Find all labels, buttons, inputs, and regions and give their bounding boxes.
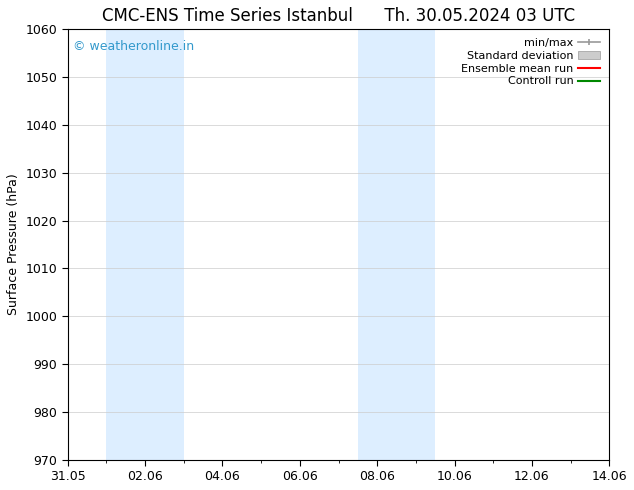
- Bar: [358, 29, 435, 460]
- Bar: [107, 29, 184, 460]
- Legend: min/max, Standard deviation, Ensemble mean run, Controll run: min/max, Standard deviation, Ensemble me…: [458, 35, 604, 90]
- Y-axis label: Surface Pressure (hPa): Surface Pressure (hPa): [7, 173, 20, 316]
- Text: © weatheronline.in: © weatheronline.in: [73, 40, 195, 53]
- Title: CMC-ENS Time Series Istanbul      Th. 30.05.2024 03 UTC: CMC-ENS Time Series Istanbul Th. 30.05.2…: [102, 7, 575, 25]
